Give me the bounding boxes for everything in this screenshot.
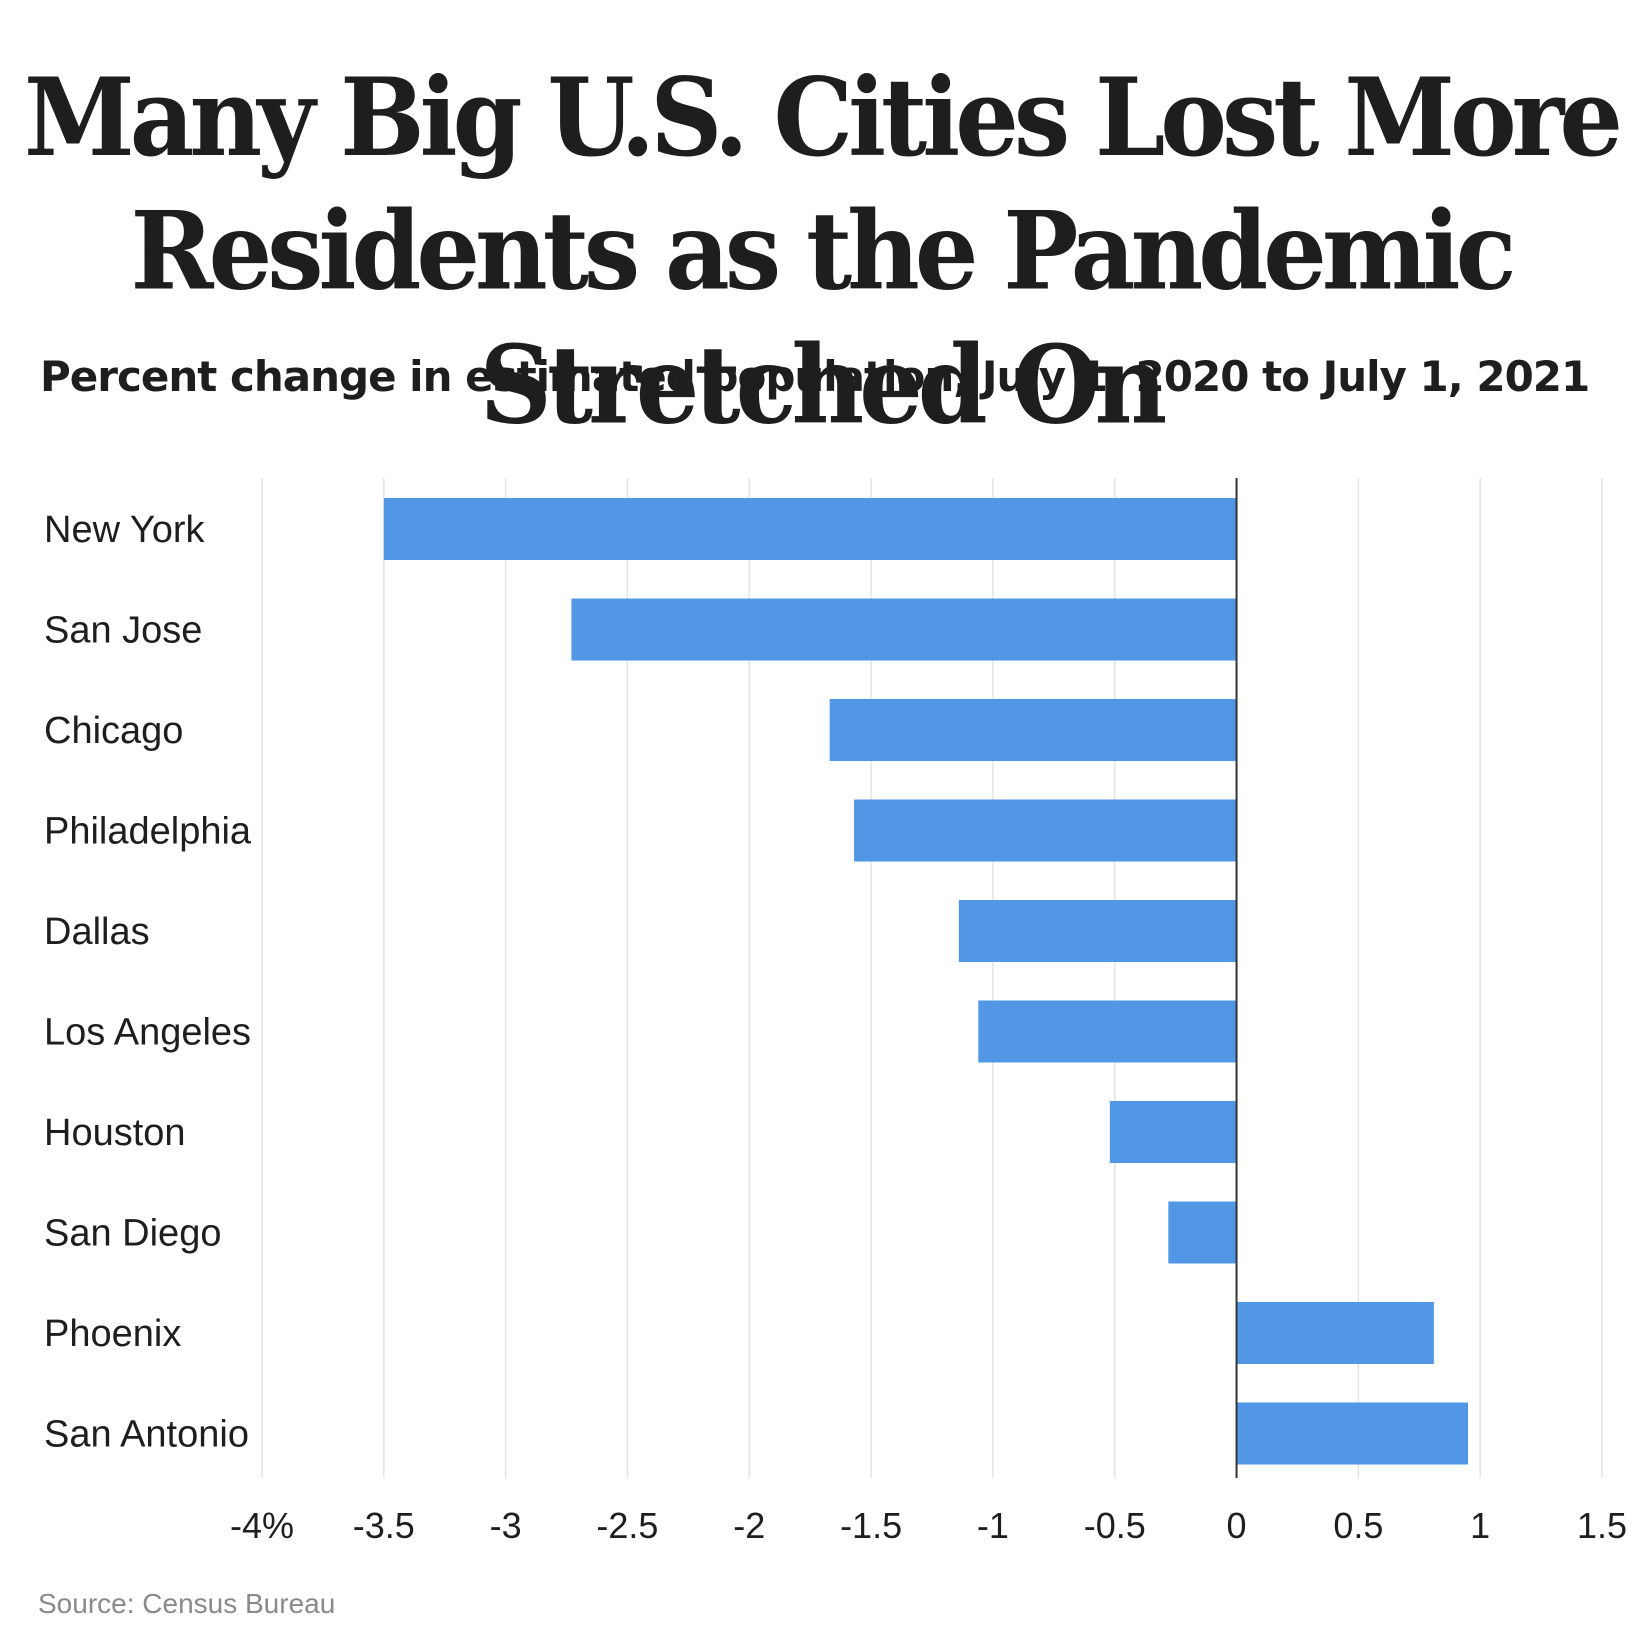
chart-title: Many Big U.S. Cities Lost More Residents…: [0, 50, 1642, 452]
x-tick-label: -1.5: [840, 1505, 902, 1546]
category-label: Chicago: [44, 710, 183, 752]
bar: [1236, 1402, 1468, 1465]
x-tick-label: -4%: [230, 1505, 294, 1546]
x-tick-label: -3: [490, 1505, 522, 1546]
bar: [1236, 1302, 1434, 1364]
category-label: San Diego: [44, 1213, 221, 1255]
title-line-2: Residents as the Pandemic Stretched On: [130, 187, 1516, 449]
x-tick-label: -0.5: [1084, 1505, 1146, 1546]
x-tick-label: 0.5: [1333, 1505, 1383, 1546]
x-tick-label: 0: [1227, 1505, 1247, 1546]
category-label: San Jose: [44, 610, 202, 652]
bar: [854, 799, 1237, 862]
x-tick-label: -2: [733, 1505, 765, 1546]
title-line-1: Many Big U.S. Cities Lost More: [24, 53, 1623, 181]
category-label: Philadelphia: [44, 811, 252, 853]
bar: [1109, 1101, 1237, 1163]
x-tick-label: -2.5: [596, 1505, 658, 1546]
bar: [958, 900, 1237, 962]
x-tick-label: -1: [977, 1505, 1009, 1546]
bar: [571, 598, 1237, 661]
category-label: Los Angeles: [44, 1012, 251, 1054]
x-tick-label: -3.5: [353, 1505, 415, 1546]
source-note: Source: Census Bureau: [38, 1588, 336, 1619]
category-label: Phoenix: [44, 1313, 181, 1355]
bar: [383, 498, 1237, 560]
bar: [978, 1000, 1237, 1063]
bar: [829, 699, 1237, 761]
chart-subtitle: Percent change in estimated population, …: [40, 352, 1590, 401]
category-label: New York: [44, 509, 206, 551]
category-label: Dallas: [44, 911, 150, 953]
category-label: Houston: [44, 1112, 186, 1154]
x-tick-label: 1.5: [1577, 1505, 1627, 1546]
x-tick-label: 1: [1470, 1505, 1490, 1546]
bar: [1168, 1201, 1237, 1264]
category-label: San Antonio: [44, 1414, 249, 1456]
